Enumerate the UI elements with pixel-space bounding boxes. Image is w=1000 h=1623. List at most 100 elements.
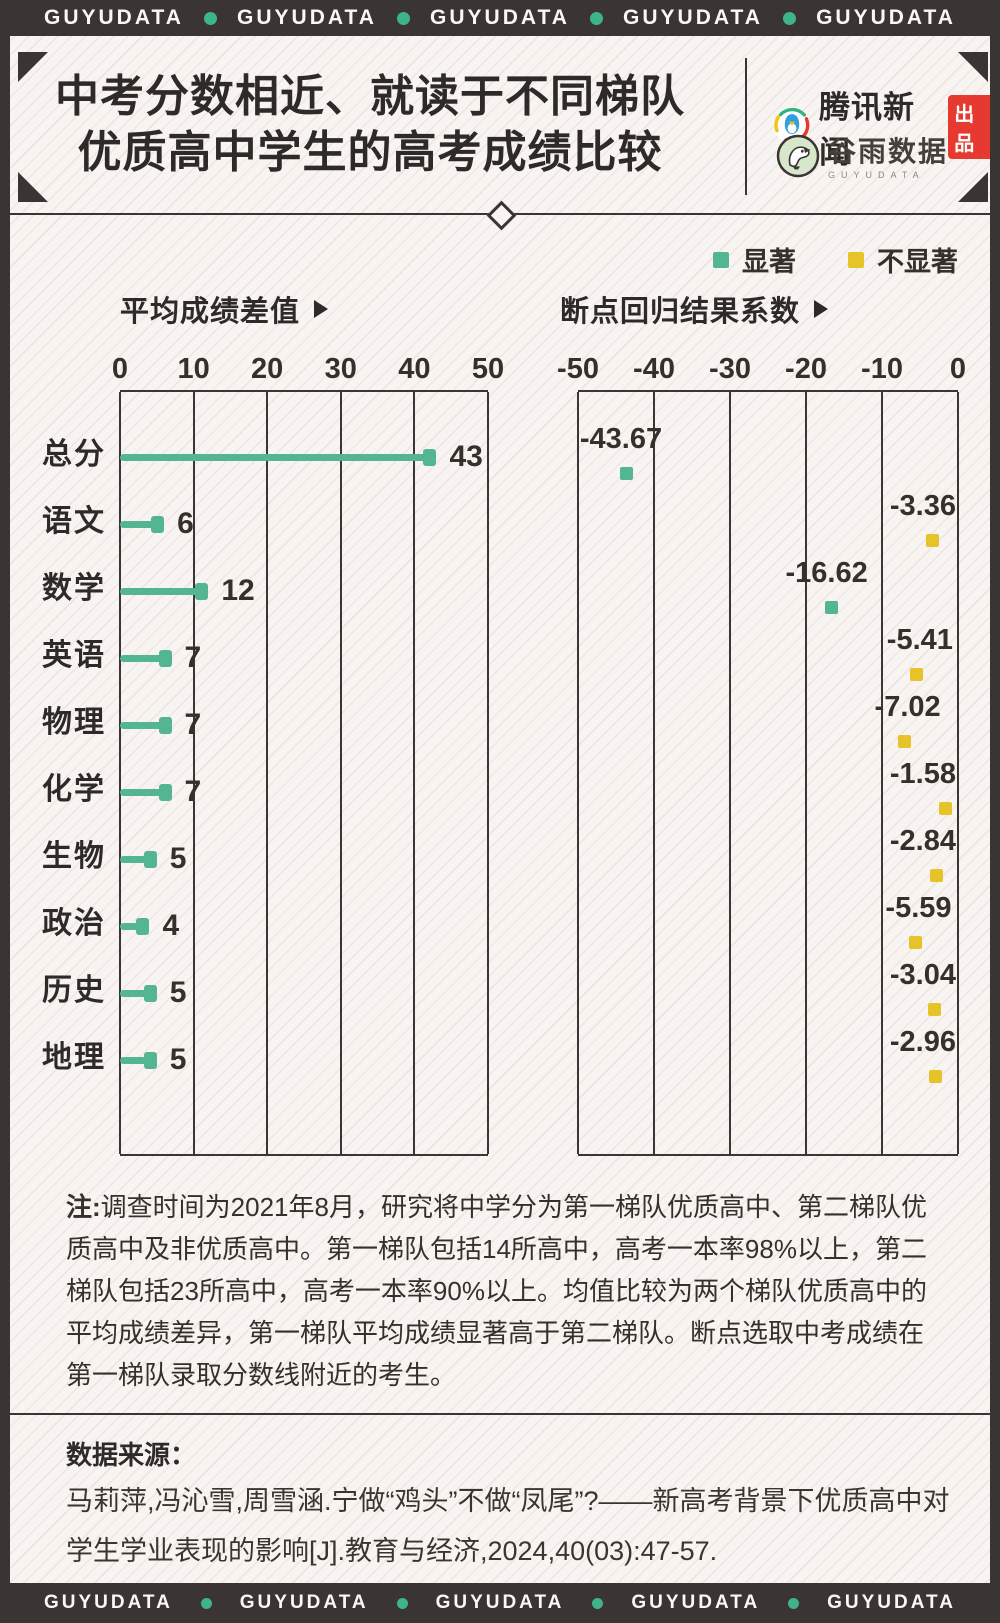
bar-cap — [136, 917, 150, 935]
legend-item-not-significant: 不显著 — [848, 240, 958, 279]
bar-value-label: 4 — [162, 909, 180, 942]
bottom-brand-banner: GUYUDATA GUYUDATA GUYUDATA GUYUDATA GUYUDATA — [0, 1583, 1000, 1623]
title-logo-separator — [745, 58, 747, 195]
bar-value-label: 7 — [184, 708, 202, 741]
axis-tick-label: 50 — [471, 353, 505, 385]
top-brand-banner: GUYUDATA GUYUDATA GUYUDATA GUYUDATA GUYUDATA — [0, 0, 1000, 36]
coefficient-value-label: -3.36 — [889, 490, 956, 522]
left-frame-border — [0, 36, 10, 1583]
brand-wordmark: GUYUDATA — [430, 6, 570, 29]
bar-value-label: 5 — [169, 1043, 187, 1076]
bar — [120, 721, 167, 729]
bar — [120, 520, 160, 528]
right-frame-border — [990, 36, 1000, 1583]
avg-diff-axis-ticks: 0 10 20 30 40 50 — [112, 352, 504, 386]
grid-line — [653, 392, 655, 1154]
axis-tick-label: 40 — [398, 353, 431, 385]
bar — [120, 587, 204, 595]
coefficient-marker — [925, 534, 939, 547]
arrow-right-icon — [814, 300, 829, 318]
guyu-data-latin-label: GUYUDATA — [828, 170, 925, 180]
brand-wordmark: GUYUDATA — [239, 1592, 369, 1613]
avg-diff-chart-title: 平均成绩差值 — [120, 296, 301, 328]
arrow-right-icon — [314, 300, 329, 318]
legend-item-significant: 显著 — [713, 240, 796, 279]
content-area: 中考分数相近、就读于不同梯队 优质高中学生的高考成绩比较 腾讯新闻 出品 — [0, 36, 1000, 1583]
brand-wordmark: GUYUDATA — [623, 6, 763, 29]
guyu-data-logo: 谷雨数据 GUYUDATA — [776, 134, 948, 183]
bar-cap — [423, 448, 437, 466]
coefficient-value-label: -2.84 — [889, 825, 956, 857]
grid-line — [577, 392, 579, 1154]
coefficient-marker — [898, 735, 912, 748]
coefficient-marker — [909, 936, 923, 949]
bar-value-label: 7 — [184, 641, 202, 674]
coefficient-marker — [939, 802, 953, 815]
axis-tick-label: 30 — [324, 353, 357, 385]
bar — [120, 922, 145, 930]
bar-value-label: 43 — [449, 440, 483, 473]
coefficient-value-label: -1.58 — [889, 758, 956, 790]
avg-diff-chart-header: 平均成绩差值 — [120, 288, 329, 330]
coefficient-value-label: -5.59 — [885, 892, 952, 924]
brand-wordmark: GUYUDATA — [435, 1592, 565, 1613]
grid-line — [413, 392, 416, 1154]
category-labels: 总分 语文 数学 英语 物理 化学 生物 政治 历史 地理 — [28, 390, 106, 1152]
axis-tick-label: -10 — [861, 353, 903, 385]
bar-value-label: 7 — [184, 775, 202, 808]
not-significant-swatch-icon — [848, 251, 864, 268]
corner-bracket-bottom-right-icon — [958, 172, 988, 202]
legend-label-significant: 显著 — [742, 247, 796, 277]
bar-cap — [143, 1051, 157, 1069]
brand-wordmark: GUYUDATA — [827, 1592, 956, 1613]
coefficient-value-label: -16.62 — [785, 557, 868, 589]
coefficient-marker — [619, 467, 633, 480]
footnote-text: 调查时间为2021年8月，研究将中学分为第一梯队优质高中、第二梯队优质高中及非优… — [66, 1192, 927, 1390]
brand-wordmark: GUYUDATA — [44, 1592, 173, 1613]
bar — [120, 1056, 152, 1064]
chart-legend: 显著 不显著 — [713, 240, 958, 279]
grid-line — [881, 392, 883, 1154]
grid-line — [266, 392, 269, 1154]
rdd-coef-chart-header: 断点回归结果系数 — [560, 288, 829, 330]
brand-dot-icon — [396, 1597, 408, 1609]
bar — [120, 453, 432, 461]
axis-tick-label: -40 — [633, 353, 675, 385]
corner-bracket-top-left-icon — [18, 52, 48, 82]
rdd-coef-chart-title: 断点回归结果系数 — [560, 296, 801, 328]
category-label: 政治 — [42, 907, 106, 940]
diamond-divider-icon — [486, 200, 517, 231]
corner-bracket-top-right-icon — [958, 52, 988, 82]
coefficient-marker — [929, 1070, 942, 1083]
footnote: 注:调查时间为2021年8月，研究将中学分为第一梯队优质高中、第二梯队优质高中及… — [66, 1186, 938, 1396]
data-source-citation: 马莉萍,冯沁雪,周雪涵.宁做“鸡头”不做“凤尾”?——新高考背景下优质高中对学生… — [66, 1486, 950, 1566]
brand-dot-icon — [589, 11, 603, 25]
grid-line — [957, 392, 959, 1154]
axis-tick-label: 0 — [111, 353, 129, 385]
brand-wordmark: GUYUDATA — [631, 1592, 761, 1613]
source-divider — [0, 1413, 1000, 1415]
axis-tick-label: 0 — [949, 353, 967, 385]
bar-value-label: 6 — [177, 507, 194, 540]
brand-wordmark: GUYUDATA — [44, 6, 184, 29]
category-label: 历史 — [42, 974, 106, 1007]
guyu-bird-icon — [776, 134, 820, 183]
tencent-news-label: 腾讯新闻 — [819, 90, 915, 170]
coefficient-value-label: -43.67 — [579, 423, 663, 455]
axis-tick-label: 10 — [177, 353, 210, 385]
brand-dot-icon — [203, 11, 217, 25]
brand-dot-icon — [200, 1597, 212, 1609]
grid-line — [729, 392, 731, 1154]
coefficient-marker — [910, 668, 924, 681]
category-label: 英语 — [42, 639, 106, 672]
brand-dot-icon — [396, 11, 410, 25]
category-label: 总分 — [42, 438, 106, 471]
bar-cap — [158, 649, 172, 667]
bar — [120, 855, 152, 863]
category-label: 生物 — [42, 840, 106, 873]
rdd-coef-axis-ticks: -50 -40 -30 -20 -10 0 — [557, 352, 966, 386]
bar-value-label: 12 — [221, 574, 255, 607]
legend-label-not-significant: 不显著 — [877, 247, 958, 277]
brand-wordmark: GUYUDATA — [816, 6, 956, 29]
